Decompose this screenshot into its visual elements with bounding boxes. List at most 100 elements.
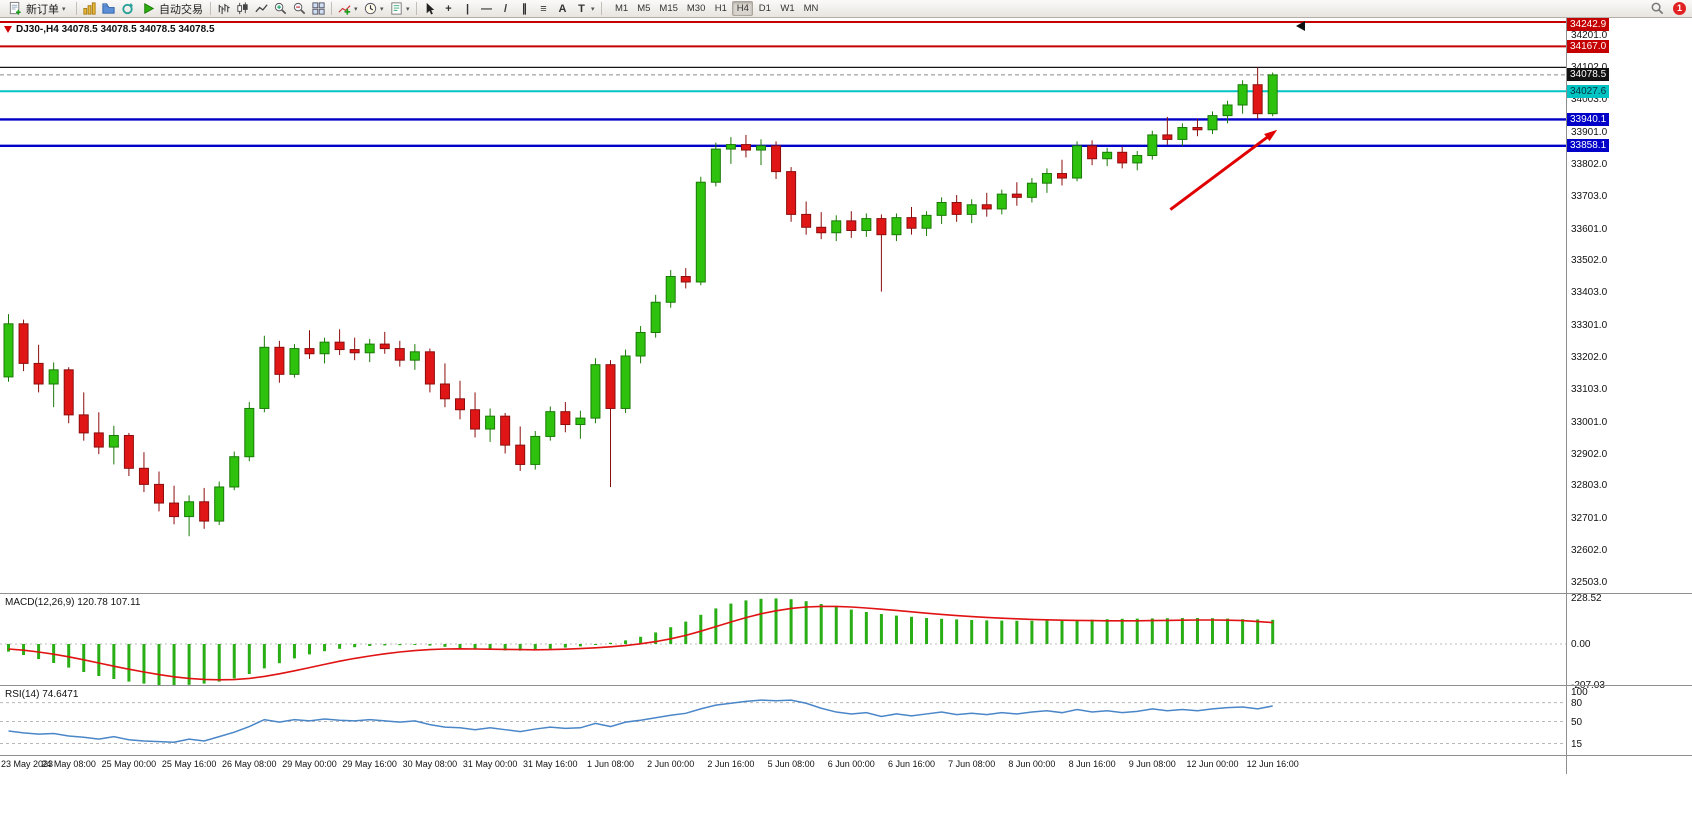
line-chart-type-icon[interactable] <box>252 1 271 17</box>
rsi-line <box>8 699 1273 744</box>
rsi-label: RSI(14) 74.6471 <box>5 689 78 700</box>
panel-separator <box>0 755 1692 756</box>
rsi-panel[interactable]: RSI(14) 74.6471 <box>0 686 1566 754</box>
price-badge[interactable]: 33940.1 <box>1567 112 1610 126</box>
new-order-button[interactable]: 新订单 ▾ <box>4 1 73 17</box>
price-axis[interactable]: 34201.0 34102.0 34003.0 33901.0 33802.0 33703… <box>1567 18 1692 774</box>
price-axis-label: 33403.0 <box>1571 287 1608 299</box>
price-axis-label: 32602.0 <box>1571 545 1608 557</box>
price-axis-label: 34102.0 <box>1571 62 1607 73</box>
toolbar-separator <box>76 2 77 15</box>
time-axis-label: 5 Jun 08:00 <box>767 759 815 769</box>
text-tool-icon[interactable]: A <box>558 2 567 15</box>
timeframe-h1[interactable]: H1 <box>714 3 727 14</box>
panel-separator[interactable] <box>0 593 1692 594</box>
trend-arrow-annotation[interactable] <box>1169 129 1278 211</box>
trendline-icon[interactable]: / <box>503 2 508 15</box>
autotrading-play-icon <box>144 3 155 14</box>
timeframe-mn[interactable]: MN <box>803 3 819 14</box>
cursor-icon[interactable] <box>420 1 439 17</box>
timeframe-m30[interactable]: M30 <box>686 3 706 14</box>
periods-clock-icon[interactable] <box>361 1 380 17</box>
candlestick-series <box>3 67 1278 537</box>
rsi-axis-label: 50 <box>1571 716 1583 728</box>
time-axis-label: 23 May 2023 <box>1 759 54 769</box>
chevron-down-icon: ▾ <box>62 5 66 13</box>
price-badge[interactable]: 34078.5 <box>1567 68 1610 82</box>
time-axis-label: 1 Jun 08:00 <box>586 759 635 769</box>
time-axis-label: 31 May 16:00 <box>523 759 578 769</box>
price-badge[interactable]: 34167.0 <box>1567 39 1610 53</box>
price-axis-label: 33202.0 <box>1571 351 1608 363</box>
timeframe-m1[interactable]: M1 <box>615 3 629 14</box>
channel-icon[interactable]: ∥ <box>521 3 528 15</box>
tile-windows-icon[interactable] <box>309 1 328 17</box>
price-axis-separator <box>1566 18 1567 774</box>
chart-shift-marker[interactable] <box>1296 21 1305 31</box>
macd-value-signal: 107.11 <box>110 597 141 608</box>
main-toolbar: 新订单 ▾ 自动交易 ▾ ▾ ▾ + | — / ∥ ≡ A T <box>0 0 1692 18</box>
time-axis[interactable]: 23 May 2023 24 May 08:00 25 May 00:00 25 Ma… <box>0 756 1566 773</box>
price-badge[interactable]: 33858.1 <box>1567 139 1610 153</box>
fibonacci-icon[interactable]: ≡ <box>540 2 547 15</box>
macd-canvas[interactable] <box>0 594 1566 685</box>
rsi-level-lines <box>0 702 1566 745</box>
toolbar-separator <box>601 2 602 15</box>
macd-panel[interactable]: MACD(12,26,9) 120.78 107.11 <box>0 594 1566 685</box>
profiles-icon[interactable] <box>99 1 118 17</box>
chevron-down-icon[interactable]: ▾ <box>354 5 358 13</box>
indicators-icon[interactable] <box>335 1 354 17</box>
toolbar-right-group: 1 <box>1648 1 1688 17</box>
chart-title: DJ30-,H4 34078.5 34078.5 34078.5 34078.5 <box>16 24 215 35</box>
timeframe-m15[interactable]: M15 <box>659 3 678 14</box>
macd-signal-line <box>8 605 1273 681</box>
crosshair-icon[interactable]: + <box>445 2 452 15</box>
price-axis-label: 34003.0 <box>1571 94 1608 106</box>
price-axis-label: 32902.0 <box>1571 448 1608 460</box>
time-axis-label: 8 Jun 16:00 <box>1068 759 1116 769</box>
shapes-dropdown-icon[interactable]: ▾ <box>591 5 595 13</box>
rsi-name: RSI(14) <box>5 689 40 700</box>
search-icon[interactable] <box>1648 1 1667 17</box>
rsi-axis-label: 100 <box>1571 687 1588 698</box>
time-axis-label: 26 May 08:00 <box>222 759 277 769</box>
price-badge[interactable]: 34242.9 <box>1567 18 1610 31</box>
horizontal-line-icon[interactable]: — <box>481 2 492 15</box>
timeframe-m5[interactable]: M5 <box>637 3 651 14</box>
time-axis-label: 2 Jun 16:00 <box>707 759 755 769</box>
price-chart-canvas[interactable] <box>0 18 1566 593</box>
chevron-down-icon[interactable]: ▾ <box>380 5 384 13</box>
price-badge[interactable]: 34027.6 <box>1567 84 1610 98</box>
toolbar-separator <box>210 2 211 15</box>
zoom-out-icon[interactable] <box>290 1 309 17</box>
time-axis-label: 29 May 16:00 <box>342 759 397 769</box>
zoom-in-icon[interactable] <box>271 1 290 17</box>
chevron-down-icon[interactable]: ▾ <box>406 5 410 13</box>
timeframe-w1[interactable]: W1 <box>780 3 795 14</box>
bar-chart-type-icon[interactable] <box>214 1 233 17</box>
time-axis-label: 9 Jun 08:00 <box>1128 759 1176 769</box>
time-axis-label: 24 May 08:00 <box>41 759 96 769</box>
main-chart-panel[interactable]: DJ30-,H4 34078.5 34078.5 34078.5 34078.5 <box>0 18 1566 593</box>
toolbar-separator <box>416 2 417 15</box>
templates-icon[interactable] <box>387 1 406 17</box>
candlestick-type-icon[interactable] <box>233 1 252 17</box>
rsi-canvas[interactable] <box>0 686 1566 754</box>
price-axis-label: 34201.0 <box>1571 30 1608 42</box>
autotrading-button[interactable]: 自动交易 <box>137 1 207 17</box>
macd-label: MACD(12,26,9) 120.78 107.11 <box>5 597 140 608</box>
price-axis-label: 33901.0 <box>1571 127 1608 139</box>
notification-badge[interactable]: 1 <box>1673 2 1686 15</box>
label-tool-icon[interactable]: T <box>578 2 585 15</box>
price-axis-label: 32701.0 <box>1571 513 1608 525</box>
time-axis-label: 6 Jun 16:00 <box>887 759 936 769</box>
timeframe-h4[interactable]: H4 <box>732 1 754 16</box>
panel-separator[interactable] <box>0 685 1692 686</box>
timeframe-d1[interactable]: D1 <box>758 3 771 14</box>
new-chart-icon[interactable] <box>80 1 99 17</box>
vertical-line-icon[interactable]: | <box>465 2 470 15</box>
timeframe-toolbar: M1 M5 M15 M30 H1 H4 D1 W1 MN <box>611 1 822 16</box>
time-axis-label: 12 Jun 00:00 <box>1186 759 1239 769</box>
horizontal-lines[interactable] <box>0 21 1566 148</box>
refresh-icon[interactable] <box>118 1 137 17</box>
